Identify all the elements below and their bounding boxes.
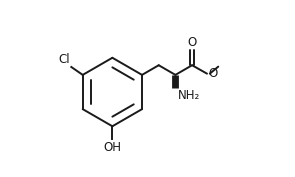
Text: NH₂: NH₂ [178, 88, 200, 102]
Text: OH: OH [103, 141, 121, 154]
Text: O: O [187, 36, 197, 49]
Text: O: O [208, 67, 217, 80]
Text: Cl: Cl [58, 53, 70, 66]
